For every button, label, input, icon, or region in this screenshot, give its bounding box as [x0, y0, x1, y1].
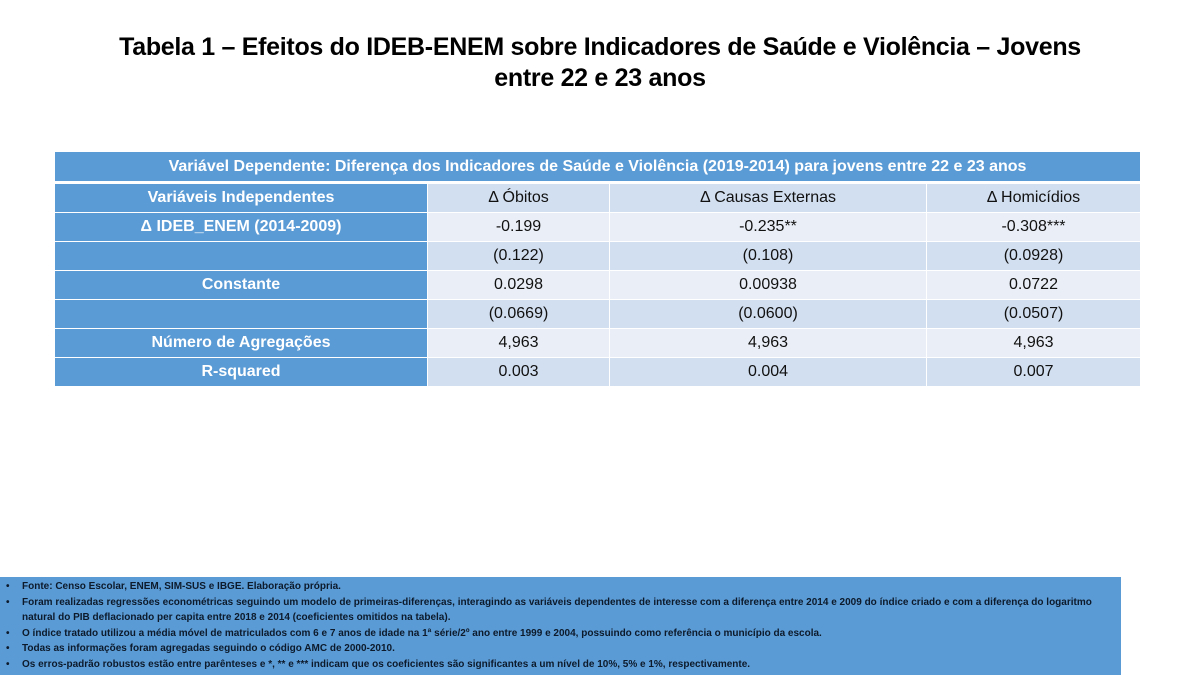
footnote-text: Todas as informações foram agregadas seg…: [22, 643, 395, 654]
cell-value: 4,963: [428, 329, 610, 357]
cell-value: -0.199: [428, 213, 610, 241]
title-line-2: entre 22 e 23 anos: [494, 64, 706, 92]
cell-value: (0.0600): [610, 300, 927, 328]
cell-value: (0.0669): [428, 300, 610, 328]
bullet-icon: •: [6, 596, 10, 608]
table-row: Constante 0.0298 0.00938 0.0722: [55, 271, 1140, 300]
cell-value: -0.308***: [927, 213, 1140, 241]
row-label: Δ IDEB_ENEM (2014-2009): [55, 213, 428, 241]
cell-value: 0.004: [610, 358, 927, 386]
bullet-icon: •: [6, 581, 10, 592]
footnote-item: • Fonte: Censo Escolar, ENEM, SIM-SUS e …: [6, 579, 1113, 595]
cell-value: (0.0507): [927, 300, 1140, 328]
cell-value: 0.00938: [610, 271, 927, 299]
footnote-item: • Todas as informações foram agregadas s…: [6, 641, 1113, 657]
row-label: [55, 300, 428, 328]
cell-value: 4,963: [610, 329, 927, 357]
bullet-icon: •: [6, 658, 10, 670]
row-label: R-squared: [55, 358, 428, 386]
table-row: Δ IDEB_ENEM (2014-2009) -0.199 -0.235** …: [55, 213, 1140, 242]
row-label: [55, 242, 428, 270]
footnote-text: Foram realizadas regressões econométrica…: [22, 596, 1092, 624]
regression-table: Variáveis Independentes Δ Óbitos Δ Causa…: [55, 184, 1140, 386]
cell-value: 0.0298: [428, 271, 610, 299]
footnote-text: Fonte: Censo Escolar, ENEM, SIM-SUS e IB…: [22, 581, 341, 592]
cell-value: 4,963: [927, 329, 1140, 357]
table-caption: Variável Dependente: Diferença dos Indic…: [55, 152, 1140, 181]
table-header-row: Variáveis Independentes Δ Óbitos Δ Causa…: [55, 184, 1140, 213]
cell-value: 0.0722: [927, 271, 1140, 299]
table-row: Número de Agregações 4,963 4,963 4,963: [55, 329, 1140, 358]
bullet-icon: •: [6, 627, 10, 639]
table-row: (0.0669) (0.0600) (0.0507): [55, 300, 1140, 329]
row-label: Constante: [55, 271, 428, 299]
title-line-1: Tabela 1 – Efeitos do IDEB-ENEM sobre In…: [119, 33, 1081, 61]
header-causas-externas: Δ Causas Externas: [610, 184, 927, 212]
table-row: R-squared 0.003 0.004 0.007: [55, 358, 1140, 386]
cell-value: (0.122): [428, 242, 610, 270]
footnote-item: • Os erros-padrão robustos estão entre p…: [6, 657, 1113, 673]
cell-value: 0.007: [927, 358, 1140, 386]
footnote-item: • O índice tratado utilizou a média móve…: [6, 626, 1113, 642]
page-title: Tabela 1 – Efeitos do IDEB-ENEM sobre In…: [60, 32, 1140, 94]
header-obitos: Δ Óbitos: [428, 184, 610, 212]
footnote-item: • Foram realizadas regressões econométri…: [6, 595, 1113, 626]
table-row: (0.122) (0.108) (0.0928): [55, 242, 1140, 271]
header-independent-vars: Variáveis Independentes: [55, 184, 428, 212]
footnotes-box: • Fonte: Censo Escolar, ENEM, SIM-SUS e …: [0, 577, 1121, 675]
cell-value: (0.0928): [927, 242, 1140, 270]
header-homicidios: Δ Homicídios: [927, 184, 1140, 212]
row-label: Número de Agregações: [55, 329, 428, 357]
cell-value: (0.108): [610, 242, 927, 270]
bullet-icon: •: [6, 643, 10, 654]
footnote-text: Os erros-padrão robustos estão entre par…: [22, 658, 751, 670]
cell-value: -0.235**: [610, 213, 927, 241]
cell-value: 0.003: [428, 358, 610, 386]
footnote-text: O índice tratado utilizou a média móvel …: [22, 627, 822, 639]
